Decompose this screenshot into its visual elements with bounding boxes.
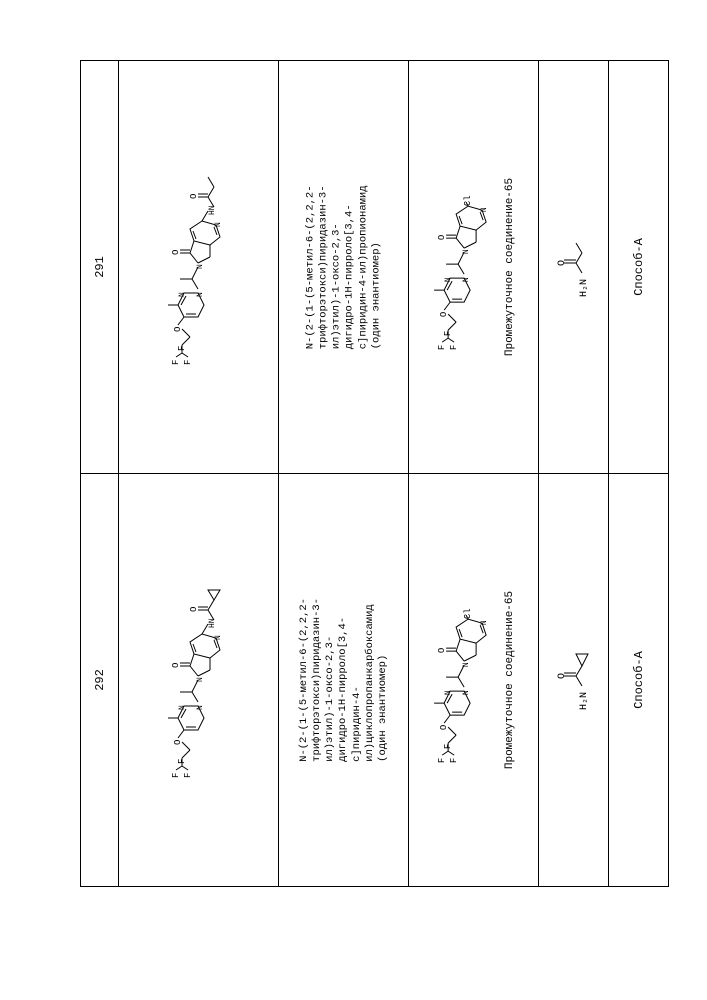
compound-table: 291 N-(2-(1-(5-метил-6-(2,2,2-трифторэток… xyxy=(80,60,669,887)
compound-name-text: N-(2-(1-(5-метил-6-(2,2,2-трифторэтокси)… xyxy=(298,598,390,762)
row-index: 291 xyxy=(81,61,119,474)
method-label: Способ-A xyxy=(632,651,646,709)
row-index: 292 xyxy=(81,474,119,887)
intermediate-caption: Промежуточное соединение-65 xyxy=(505,178,517,356)
intermediate-caption: Промежуточное соединение-65 xyxy=(505,591,517,769)
row-index-label: 291 xyxy=(92,256,106,278)
row-index-label: 292 xyxy=(92,669,106,691)
compound-name: N-(2-(1-(5-метил-6-(2,2,2-трифторэтокси)… xyxy=(279,474,409,887)
synthesis-method: Способ-A xyxy=(609,474,669,887)
table-row: 292 N-(2-(1-(5-метил-6-(2,2,2-трифторэток… xyxy=(81,474,669,887)
table-row: 291 N-(2-(1-(5-метил-6-(2,2,2-трифторэток… xyxy=(81,61,669,474)
product-structure xyxy=(119,474,279,887)
compound-name-text: N-(2-(1-(5-метил-6-(2,2,2-трифторэтокси)… xyxy=(304,185,383,349)
amide-reagent xyxy=(539,474,609,887)
compound-name: N-(2-(1-(5-метил-6-(2,2,2-трифторэтокси)… xyxy=(279,61,409,474)
amide-reagent xyxy=(539,61,609,474)
intermediate-structure: Промежуточное соединение-65 xyxy=(409,61,539,474)
method-label: Способ-A xyxy=(632,238,646,296)
product-structure xyxy=(119,61,279,474)
synthesis-method: Способ-A xyxy=(609,61,669,474)
intermediate-structure: Промежуточное соединение-65 xyxy=(409,474,539,887)
